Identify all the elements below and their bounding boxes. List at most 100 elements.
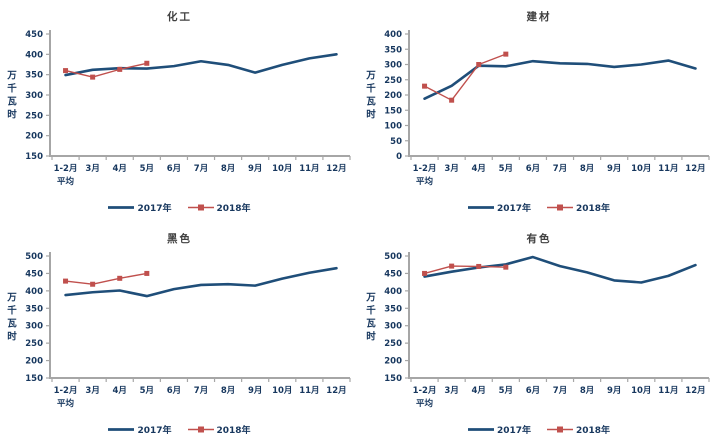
- y-tick-label: 150: [25, 152, 43, 162]
- y-tick-label: 100: [384, 122, 402, 132]
- y-tick-label: 250: [384, 339, 402, 349]
- chart-chemical: 化工 450 400 350 300 250 200 150 1-2月 平均 3月 4月 5月 6月 7月…: [0, 0, 359, 222]
- y-tick-label: 250: [25, 111, 43, 121]
- series-marker-2018年: [90, 281, 96, 287]
- x-tick-label: 8月: [580, 164, 594, 174]
- series-marker-2018年: [63, 278, 69, 284]
- y-tick-label: 200: [25, 132, 43, 142]
- x-tick-label: 1-2月: [413, 386, 437, 396]
- y-axis-title-char: 时: [7, 109, 17, 121]
- legend-label-2018: 2018年: [216, 203, 251, 214]
- series-marker-2018年: [503, 51, 509, 57]
- series-line-2018年: [423, 265, 507, 275]
- x-tick-label: 1-2月: [413, 164, 437, 174]
- y-tick-label: 0: [396, 152, 402, 162]
- legend-label-2018: 2018年: [216, 425, 251, 436]
- y-tick-label: 400: [384, 287, 402, 297]
- series-marker-2018年: [449, 97, 455, 103]
- series-marker-2018年: [449, 263, 455, 269]
- x-tick-label: 9月: [248, 164, 262, 174]
- x-tick-label: 7月: [194, 164, 208, 174]
- y-axis-title-char: 时: [366, 331, 376, 343]
- x-tick-label: 12月: [326, 386, 346, 396]
- legend-swatch-square: [557, 426, 563, 432]
- series-marker-2018年: [476, 62, 482, 67]
- series-line-2017年: [64, 266, 338, 298]
- x-tick-label: 12月: [685, 386, 705, 396]
- y-tick-label: 200: [25, 357, 43, 367]
- legend-swatch-square: [197, 204, 204, 210]
- x-tick-label: 平均: [416, 176, 434, 187]
- chart-ferrous-metals: 黑色 500 450 400 350 300 250 200 150 1-2月 平均 3月 4月 5月 6…: [0, 222, 359, 444]
- legend-item-2017: 2017年: [108, 201, 172, 214]
- legend: 2017年 2018年: [0, 418, 359, 440]
- y-tick-label: 350: [25, 304, 43, 314]
- x-tick-label: 5月: [140, 164, 154, 174]
- y-axis-title-char: 瓦: [7, 97, 17, 108]
- legend-item-2017: 2017年: [467, 423, 531, 436]
- legend-item-2018: 2018年: [187, 423, 251, 436]
- x-tick-label: 11月: [658, 164, 678, 174]
- x-tick-label: 10月: [631, 386, 651, 396]
- series-line-2017年: [423, 59, 697, 100]
- legend-item-2018: 2018年: [187, 201, 251, 214]
- chart-title: 化工: [167, 11, 192, 23]
- legend-label-2017: 2017年: [496, 425, 531, 436]
- y-tick-label: 300: [25, 91, 43, 101]
- legend-item-2017: 2017年: [108, 423, 172, 436]
- y-axis-title-char: 万: [6, 71, 17, 82]
- series-line-2017年: [64, 53, 338, 77]
- y-axis-title-char: 千: [366, 83, 376, 95]
- legend-label-2017: 2017年: [137, 203, 172, 214]
- y-axis-title-char: 千: [366, 305, 376, 317]
- x-tick-label: 7月: [553, 386, 567, 396]
- legend-line-2018-icon: [187, 203, 214, 212]
- x-tick-label: 平均: [416, 398, 434, 409]
- x-tick-label: 8月: [221, 386, 235, 396]
- x-tick-label: 6月: [167, 386, 181, 396]
- x-tick-label: 4月: [472, 164, 486, 174]
- x-tick-label: 4月: [113, 164, 127, 174]
- x-tick-label: 3月: [444, 386, 458, 396]
- y-tick-label: 350: [384, 304, 402, 314]
- x-tick-label: 6月: [526, 386, 540, 396]
- series-marker-2018年: [63, 68, 69, 74]
- series-marker-2018年: [144, 60, 150, 66]
- legend-swatch-square: [197, 426, 204, 432]
- x-tick-label: 8月: [221, 164, 235, 174]
- series-marker-2018年: [144, 270, 150, 276]
- legend-line-2017-icon: [108, 203, 135, 212]
- y-axis-title-char: 万: [365, 71, 376, 82]
- y-tick-label: 300: [384, 61, 402, 71]
- legend-line-2017-icon: [108, 425, 135, 434]
- legend-label-2017: 2017年: [496, 203, 531, 214]
- x-tick-label: 5月: [499, 164, 513, 174]
- legend: 2017年 2018年: [359, 196, 719, 218]
- y-tick-label: 300: [25, 322, 43, 332]
- chart-title: 建材: [526, 11, 552, 23]
- chart-nonferrous-metals: 有色 500 450 400 350 300 250 200 150 1-2月 平均 3月 4月 5月 6…: [359, 222, 719, 444]
- series-marker-2018年: [117, 275, 123, 281]
- legend-line-2017-icon: [467, 425, 494, 434]
- x-tick-label: 9月: [607, 386, 621, 396]
- x-tick-label: 3月: [85, 386, 99, 396]
- x-tick-label: 4月: [472, 386, 486, 396]
- y-tick-label: 150: [384, 106, 402, 116]
- y-axis-title-char: 万: [6, 293, 17, 304]
- x-tick-label: 9月: [248, 386, 262, 396]
- y-axis-title-char: 时: [7, 331, 17, 343]
- y-tick-label: 400: [384, 30, 402, 40]
- y-tick-label: 200: [384, 357, 402, 367]
- x-tick-label: 5月: [499, 386, 513, 396]
- legend-item-2018: 2018年: [547, 423, 610, 436]
- legend-label-2018: 2018年: [576, 203, 611, 214]
- y-tick-label: 300: [384, 322, 402, 332]
- legend: 2017年 2018年: [0, 196, 359, 218]
- x-tick-label: 7月: [553, 164, 567, 174]
- legend-swatch-square: [557, 204, 563, 210]
- legend-item-2017: 2017年: [467, 201, 531, 214]
- y-tick-label: 400: [25, 287, 43, 297]
- x-tick-label: 7月: [194, 386, 208, 396]
